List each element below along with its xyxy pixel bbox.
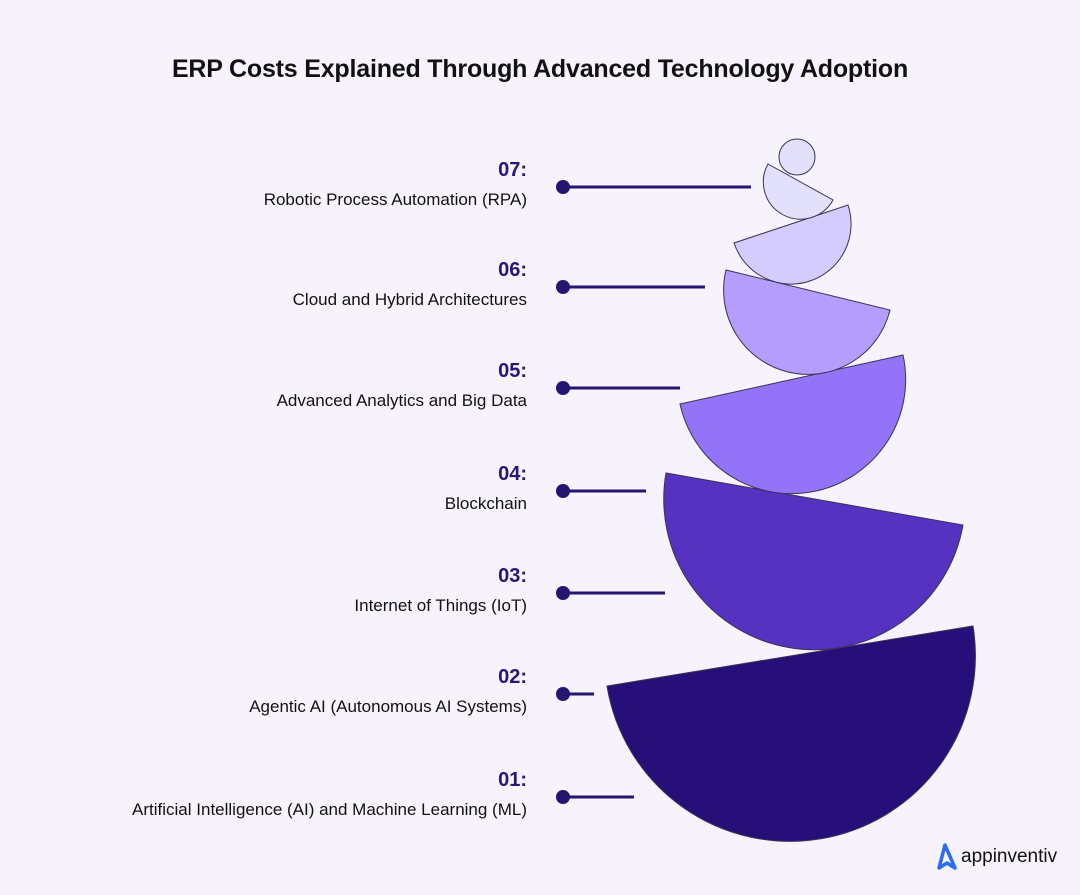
stack-top-circle <box>778 138 816 176</box>
item-label-04: 04: Blockchain <box>445 463 527 514</box>
item-label-06: 06: Cloud and Hybrid Architectures <box>293 259 527 310</box>
logo-text: appinventiv <box>961 846 1058 867</box>
item-label-05: 05: Advanced Analytics and Big Data <box>277 360 527 411</box>
appinventiv-a-icon <box>937 843 957 870</box>
page-title: ERP Costs Explained Through Advanced Tec… <box>171 55 909 83</box>
stack-half-disc <box>762 163 834 220</box>
item-text: Advanced Analytics and Big Data <box>276 391 527 410</box>
item-text: Internet of Things (IoT) <box>354 596 527 615</box>
connector-dot <box>556 180 570 194</box>
connector-dot <box>556 586 570 600</box>
item-text: Robotic Process Automation (RPA) <box>263 190 527 209</box>
item-number: 06: <box>498 259 527 281</box>
item-number: 03: <box>498 565 527 587</box>
connector-dot <box>556 790 570 804</box>
stack-half-disc <box>723 269 891 375</box>
item-label-03: 03: Internet of Things (IoT) <box>354 565 527 616</box>
item-text: Cloud and Hybrid Architectures <box>292 290 527 309</box>
stack-half-disc <box>679 354 907 495</box>
item-text: Blockchain <box>444 494 527 513</box>
item-label-01: 01: Artificial Intelligence (AI) and Mac… <box>132 769 527 820</box>
item-number: 04: <box>498 463 527 485</box>
brand-logo: appinventiv <box>933 843 1057 871</box>
stack-half-disc <box>733 204 852 285</box>
connector-dot <box>556 381 570 395</box>
item-number: 05: <box>498 360 527 382</box>
item-number: 01: <box>498 769 527 791</box>
stack-half-disc <box>663 472 964 651</box>
item-text: Agentic AI (Autonomous AI Systems) <box>249 697 527 716</box>
item-text: Artificial Intelligence (AI) and Machine… <box>132 800 527 819</box>
stack-half-disc <box>606 625 976 842</box>
item-number: 02: <box>498 666 527 688</box>
item-label-07: 07: Robotic Process Automation (RPA) <box>264 159 527 210</box>
item-number: 07: <box>498 159 527 181</box>
connector-dot <box>556 484 570 498</box>
connector-dot <box>556 280 570 294</box>
item-label-02: 02: Agentic AI (Autonomous AI Systems) <box>249 666 527 717</box>
connector-dot <box>556 687 570 701</box>
